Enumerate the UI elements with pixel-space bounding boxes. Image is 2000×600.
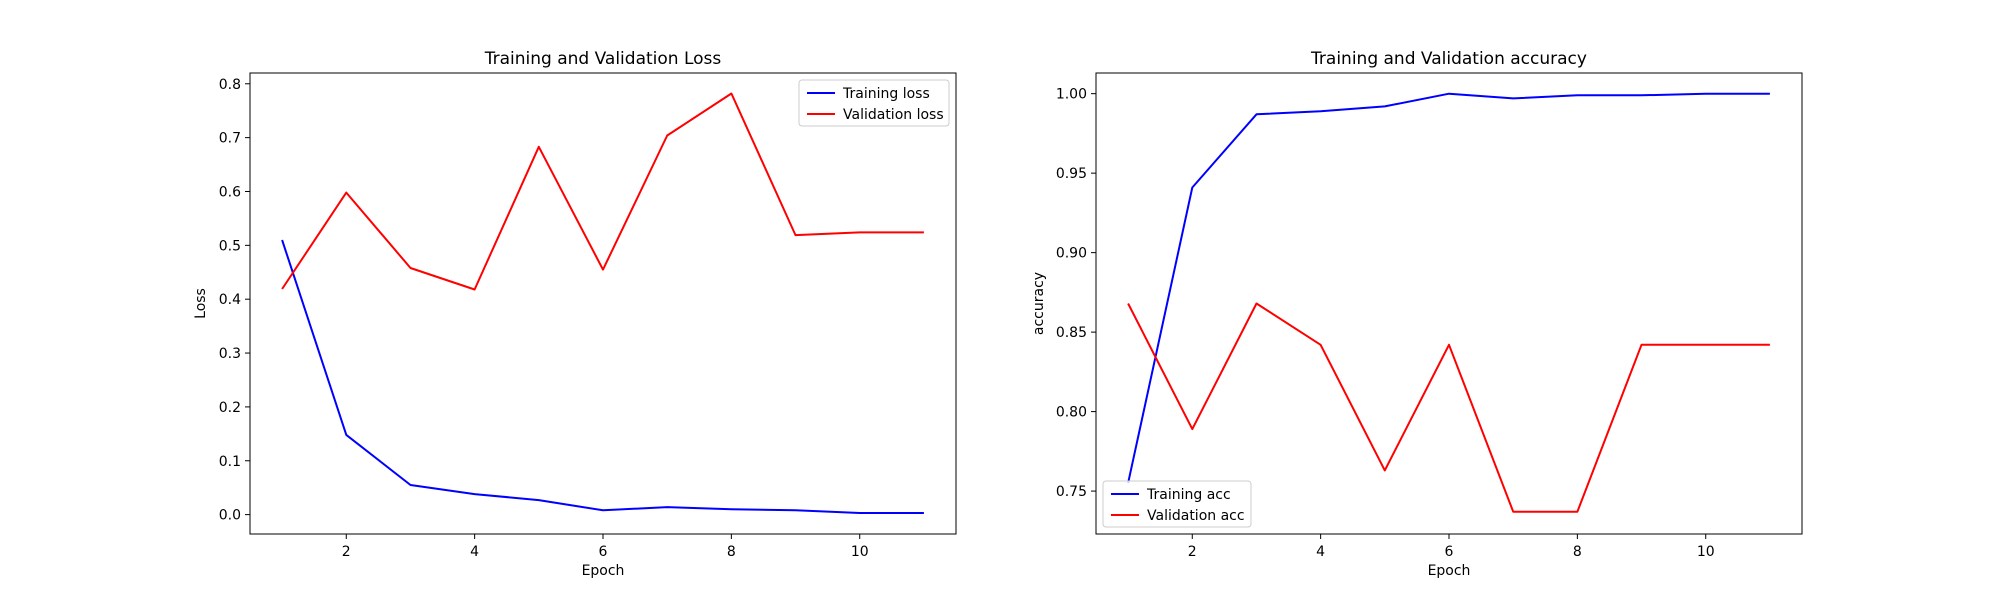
accuracy-chart: Training and Validation accuracy Epoch a…	[1031, 49, 1803, 579]
accuracy-series-line-0	[1127, 92, 1770, 484]
accuracy-legend-box	[1102, 480, 1252, 528]
accuracy-plot-frame	[1095, 72, 1803, 535]
loss-x-tick-label: 10	[851, 544, 869, 560]
loss-y-tick-label: 0.0	[219, 508, 241, 524]
loss-y-tick-label: 0.5	[219, 238, 241, 254]
loss-y-tick-label: 0.8	[219, 77, 241, 93]
accuracy-y-tick-label: 0.90	[1056, 246, 1087, 262]
accuracy-legend-label-0: Training acc	[1146, 487, 1231, 503]
loss-chart-title: Training and Validation Loss	[484, 49, 722, 69]
accuracy-x-axis-label: Epoch	[1428, 563, 1471, 579]
loss-legend-label-1: Validation loss	[843, 107, 944, 123]
accuracy-legend: Training acc Validation acc	[1102, 480, 1252, 528]
loss-x-tick-label: 6	[599, 544, 608, 560]
loss-plot-frame	[249, 72, 957, 535]
loss-y-tick-label: 0.4	[219, 292, 241, 308]
accuracy-y-tick-label: 0.80	[1056, 405, 1087, 421]
accuracy-x-tick-label: 10	[1697, 544, 1715, 560]
loss-legend: Training loss Validation loss	[798, 79, 950, 127]
accuracy-y-tick-label: 0.85	[1056, 325, 1087, 341]
accuracy-y-tick-label: 0.75	[1056, 484, 1087, 500]
accuracy-chart-title: Training and Validation accuracy	[1310, 49, 1587, 69]
loss-series-line-0	[281, 239, 924, 514]
loss-y-tick-label: 0.7	[219, 131, 241, 147]
loss-y-tick-label: 0.2	[219, 400, 241, 416]
loss-x-tick-label: 4	[470, 544, 479, 560]
loss-x-tick-label: 8	[727, 544, 736, 560]
loss-y-axis-label: Loss	[193, 288, 209, 319]
accuracy-x-tick-label: 6	[1445, 544, 1454, 560]
loss-series-line-1	[281, 92, 924, 291]
loss-x-tick-label: 2	[342, 544, 351, 560]
loss-legend-label-0: Training loss	[842, 86, 930, 102]
loss-y-tick-label: 0.6	[219, 184, 241, 200]
accuracy-x-tick-label: 2	[1188, 544, 1197, 560]
accuracy-y-tick-label: 0.95	[1056, 166, 1087, 182]
accuracy-y-axis-label: accuracy	[1031, 272, 1047, 335]
loss-y-tick-label: 0.1	[219, 454, 241, 470]
loss-chart: Training and Validation Loss Epoch Loss …	[193, 49, 957, 579]
accuracy-y-tick-label: 1.00	[1056, 87, 1087, 103]
loss-y-tick-label: 0.3	[219, 346, 241, 362]
loss-x-axis-label: Epoch	[582, 563, 625, 579]
accuracy-series-line-1	[1127, 302, 1770, 513]
accuracy-x-tick-label: 8	[1573, 544, 1582, 560]
accuracy-x-tick-label: 4	[1316, 544, 1325, 560]
loss-legend-box	[798, 79, 950, 127]
accuracy-legend-label-1: Validation acc	[1147, 508, 1245, 524]
